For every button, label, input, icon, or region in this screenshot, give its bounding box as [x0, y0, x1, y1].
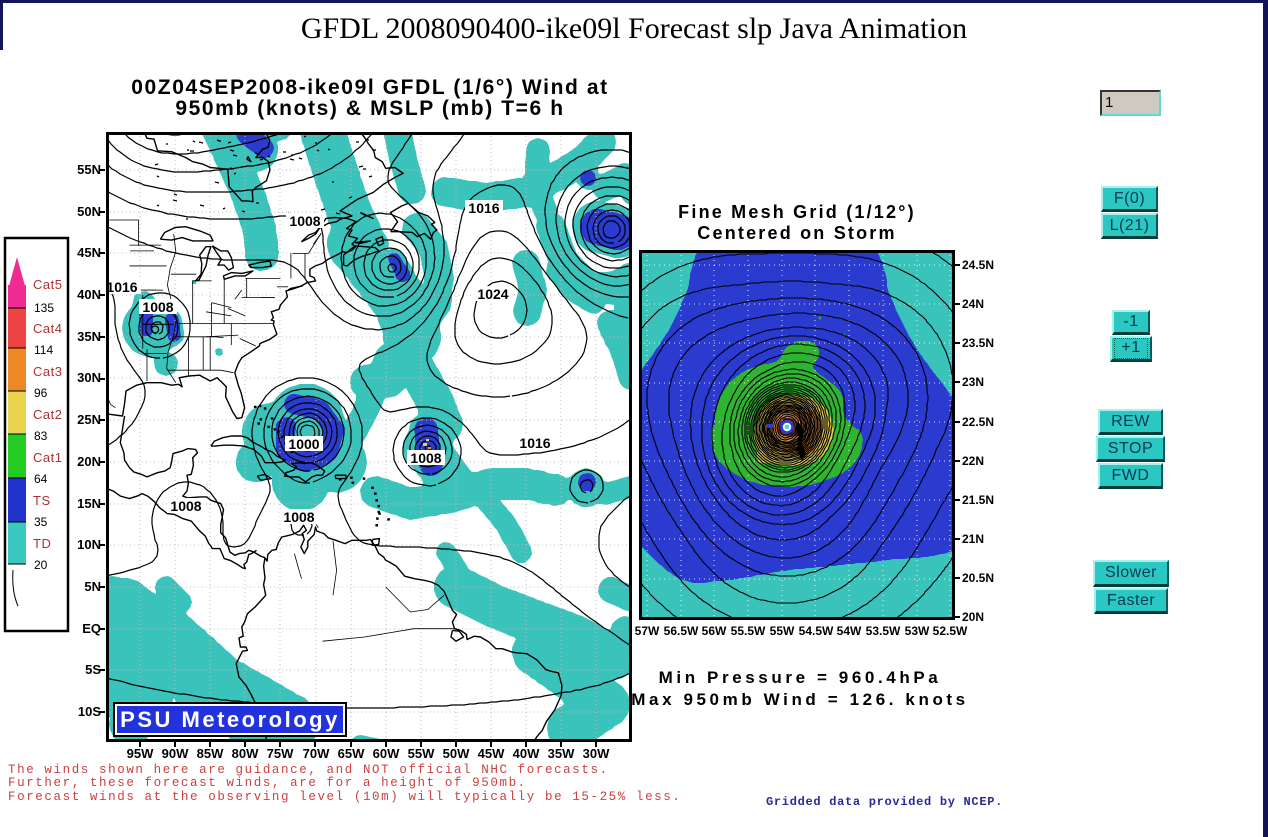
svg-text:20: 20: [34, 558, 48, 572]
svg-text:1016: 1016: [519, 435, 550, 451]
svg-text:135: 135: [34, 301, 54, 315]
svg-text:Cat1: Cat1: [33, 450, 62, 465]
svg-text:Cat4: Cat4: [33, 321, 62, 336]
svg-text:1008: 1008: [142, 299, 173, 315]
svg-text:TD: TD: [33, 536, 51, 551]
svg-text:114: 114: [34, 343, 53, 357]
svg-text:Cat3: Cat3: [33, 364, 62, 379]
svg-text:Cat2: Cat2: [33, 407, 62, 422]
svg-text:1008: 1008: [410, 450, 441, 466]
svg-text:1016: 1016: [106, 279, 137, 295]
svg-text:1008: 1008: [283, 509, 314, 525]
svg-text:83: 83: [34, 429, 48, 443]
svg-text:Cat5: Cat5: [33, 277, 62, 292]
svg-text:1008: 1008: [170, 498, 201, 514]
svg-text:35: 35: [34, 515, 48, 529]
svg-text:1008: 1008: [289, 213, 320, 229]
svg-text:TS: TS: [33, 493, 51, 508]
svg-text:1016: 1016: [468, 200, 499, 216]
svg-text:1024: 1024: [477, 286, 508, 302]
svg-text:64: 64: [34, 472, 48, 486]
svg-text:1000: 1000: [288, 436, 319, 452]
svg-text:96: 96: [34, 386, 48, 400]
